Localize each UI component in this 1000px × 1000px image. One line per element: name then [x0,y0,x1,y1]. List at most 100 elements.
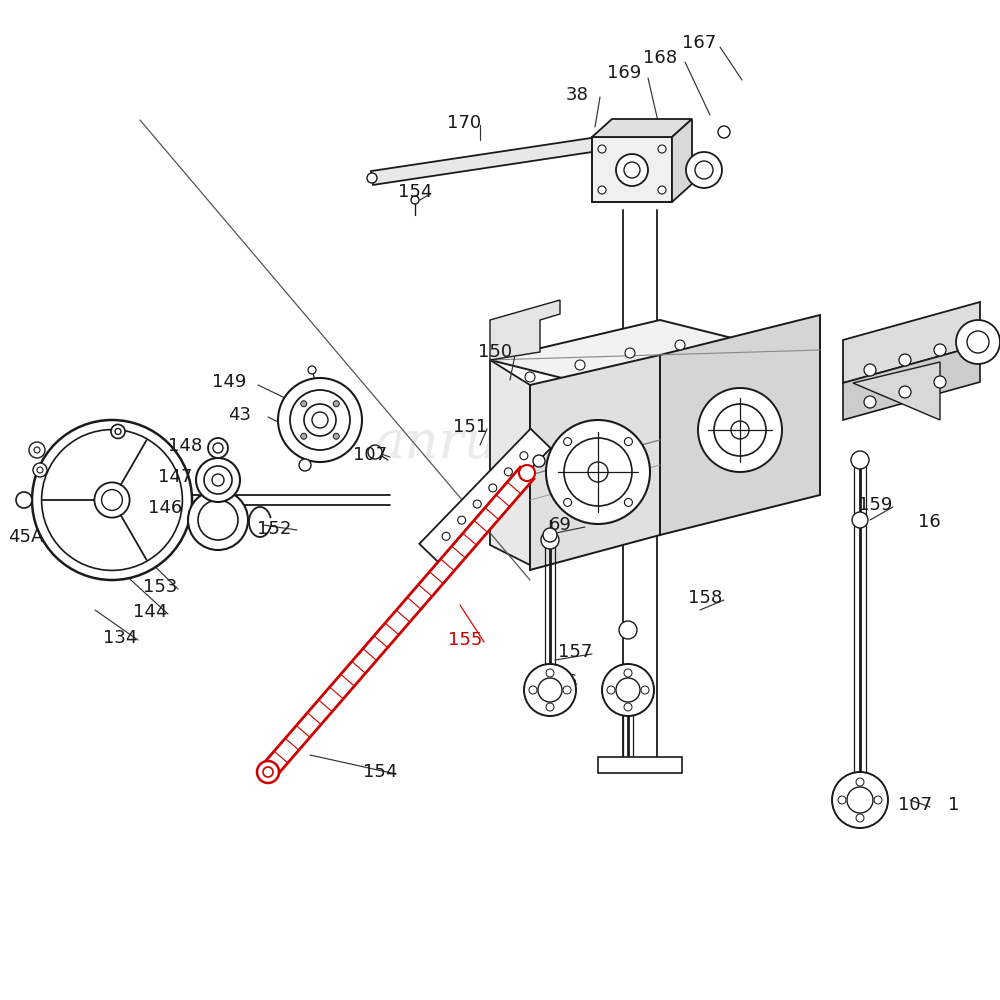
Circle shape [32,420,192,580]
Circle shape [698,388,782,472]
Text: 167: 167 [682,34,716,52]
Circle shape [541,531,559,549]
Text: 155: 155 [448,631,482,649]
Circle shape [546,420,650,524]
Circle shape [607,686,615,694]
Circle shape [33,463,47,477]
Circle shape [658,145,666,153]
Circle shape [16,492,32,508]
Polygon shape [843,302,980,383]
Polygon shape [261,467,534,778]
Circle shape [519,465,535,481]
Circle shape [411,196,419,204]
Circle shape [198,500,238,540]
Circle shape [367,173,377,183]
Circle shape [263,767,273,777]
Circle shape [899,354,911,366]
Polygon shape [419,429,551,563]
Text: 158: 158 [688,589,722,607]
Circle shape [301,433,307,439]
Polygon shape [490,360,530,565]
Circle shape [832,772,888,828]
Text: 146: 146 [148,499,182,517]
Text: 149: 149 [212,373,246,391]
Circle shape [204,466,232,494]
Circle shape [111,424,125,438]
Polygon shape [592,119,692,137]
Text: 69: 69 [549,516,572,534]
Text: 45A: 45A [8,528,43,546]
Text: 16: 16 [918,513,941,531]
Circle shape [368,445,382,459]
Circle shape [212,474,224,486]
Circle shape [308,366,316,374]
Circle shape [656,125,664,133]
Circle shape [543,528,557,542]
Polygon shape [672,119,692,202]
Circle shape [598,186,606,194]
Polygon shape [371,125,679,185]
Circle shape [934,376,946,388]
Circle shape [624,162,640,178]
Text: 159: 159 [858,496,892,514]
Circle shape [616,154,648,186]
Circle shape [94,482,130,518]
Circle shape [714,404,766,456]
Circle shape [967,331,989,353]
Text: 154: 154 [547,463,581,481]
Circle shape [864,364,876,376]
Text: 1: 1 [948,796,959,814]
Text: 170: 170 [447,114,481,132]
Circle shape [564,438,572,446]
Circle shape [37,467,43,473]
Circle shape [533,455,545,467]
Circle shape [489,484,497,492]
Circle shape [695,161,713,179]
Circle shape [29,442,45,458]
Text: 156: 156 [543,673,577,691]
Circle shape [874,796,882,804]
Circle shape [624,438,632,446]
Circle shape [602,664,654,716]
Circle shape [624,498,632,506]
Circle shape [616,678,640,702]
Text: 150: 150 [478,343,512,361]
Text: 107: 107 [898,796,932,814]
Circle shape [208,438,228,458]
Circle shape [42,430,182,570]
Circle shape [624,669,632,677]
Circle shape [115,428,121,434]
Circle shape [538,678,562,702]
Polygon shape [490,320,820,400]
Text: 168: 168 [643,49,677,67]
Circle shape [718,126,730,138]
Circle shape [257,761,279,783]
Circle shape [524,664,576,716]
Text: 151: 151 [453,418,487,436]
Polygon shape [598,757,682,773]
Circle shape [675,340,685,350]
Circle shape [290,390,350,450]
Circle shape [304,404,336,436]
Circle shape [546,669,554,677]
Circle shape [851,451,869,469]
Text: 154: 154 [398,183,432,201]
Circle shape [956,320,1000,364]
Text: 154: 154 [363,763,397,781]
Text: 152: 152 [257,520,291,538]
Circle shape [731,421,749,439]
Circle shape [852,512,868,528]
Text: 107: 107 [353,446,387,464]
Circle shape [625,348,635,358]
Polygon shape [853,362,940,420]
Circle shape [525,372,535,382]
Circle shape [301,401,307,407]
Circle shape [686,152,722,188]
Polygon shape [490,300,560,360]
Text: 144: 144 [133,603,167,621]
Text: 148: 148 [168,437,202,455]
Circle shape [856,778,864,786]
Circle shape [333,433,339,439]
Polygon shape [530,355,660,570]
Text: 169: 169 [607,64,641,82]
